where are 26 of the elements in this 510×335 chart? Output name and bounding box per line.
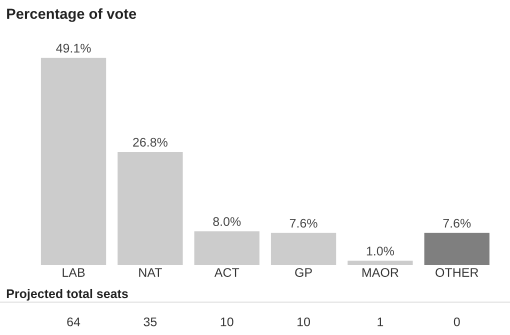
bar	[194, 231, 260, 265]
text: 1	[378, 318, 384, 326]
bar	[348, 260, 413, 265]
x-tick-label: NAT	[139, 268, 162, 277]
data-label: 26.8%	[133, 138, 168, 147]
x-tick-label: GP	[295, 268, 312, 277]
data-label: 8.0%	[213, 217, 241, 226]
bar	[40, 58, 106, 265]
x-tick-label: MAOR	[362, 268, 398, 277]
x-tick-label: ACT	[214, 268, 240, 277]
x-tick-label: LAB	[62, 268, 85, 277]
bar	[424, 232, 490, 265]
text: 10	[220, 317, 234, 326]
text: Projected total seats	[6, 288, 128, 301]
text: 0	[454, 317, 460, 326]
bar	[270, 232, 336, 265]
data-label: 7.6%	[443, 218, 471, 228]
text: 35	[144, 317, 157, 326]
data-label: 49.1%	[56, 44, 91, 53]
text: 64	[67, 317, 80, 326]
data-label: 1.0%	[366, 246, 394, 256]
x-tick-label: OTHER	[436, 268, 478, 277]
bar	[118, 152, 183, 265]
data-label: 7.6%	[290, 218, 318, 228]
text: 10	[298, 317, 310, 326]
chart-title: Percentage of vote	[7, 8, 136, 22]
